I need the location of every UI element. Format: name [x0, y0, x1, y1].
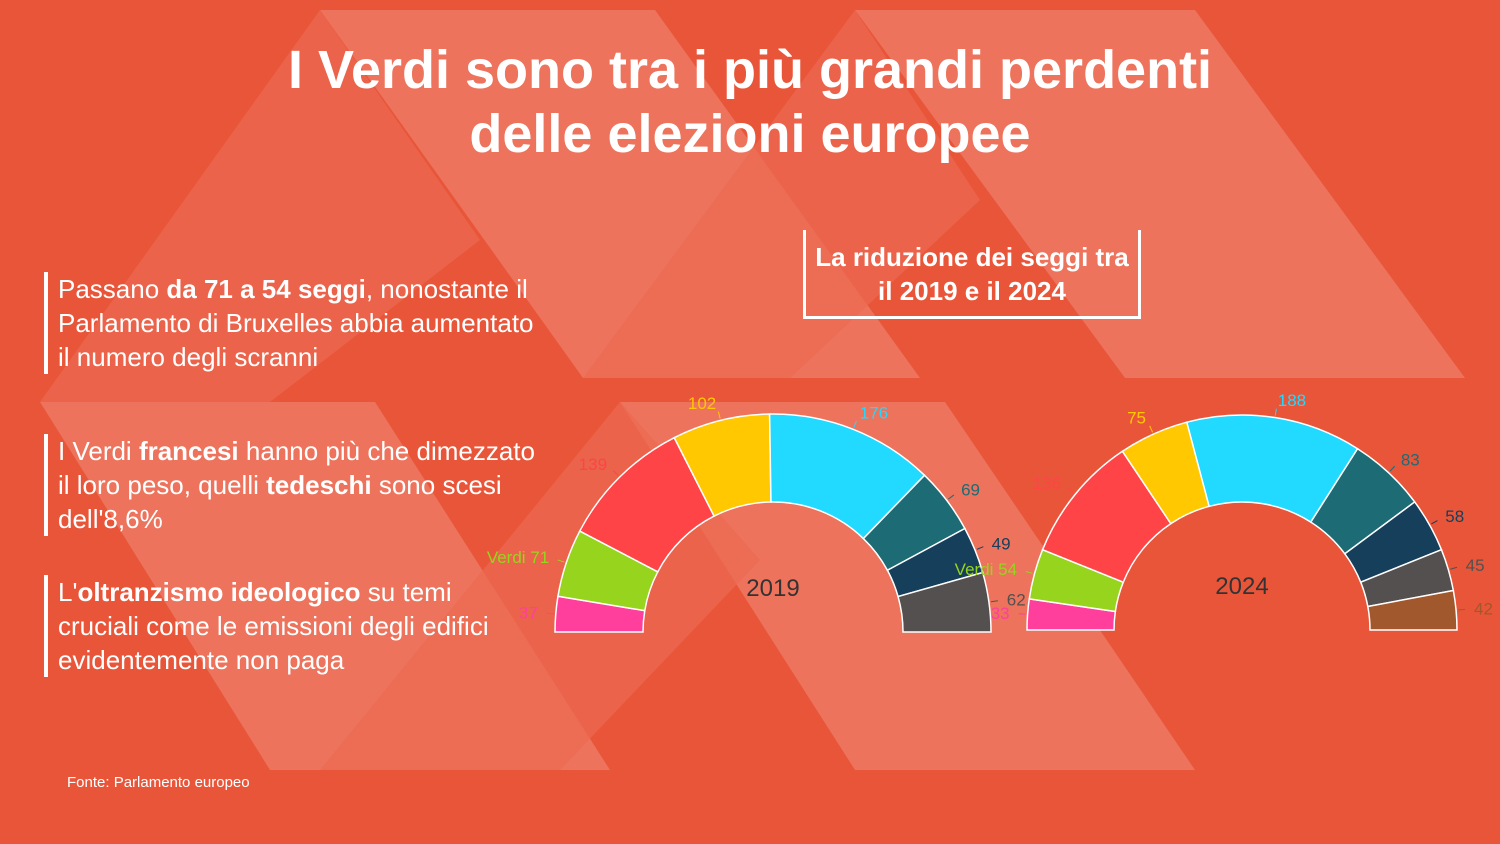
seat-label: 42 [1474, 600, 1493, 619]
seat-label: 62 [1007, 591, 1026, 610]
title-line-1: I Verdi sono tra i più grandi perdenti [287, 40, 1213, 100]
subtitle-line-2: il 2019 e il 2024 [878, 276, 1066, 306]
paragraph-ideology: L'oltranzismo ideologico su temi crucial… [44, 575, 538, 677]
seat-label: 69 [961, 480, 980, 499]
seat-label: 176 [860, 404, 888, 423]
text: hanno più che dimezzato il loro peso, qu… [58, 436, 535, 500]
text: Passano [58, 274, 167, 304]
seat-label: 37 [519, 604, 538, 623]
seat-leader [1431, 520, 1438, 525]
text: , nonostante il Parlamento di Bruxelles … [58, 274, 534, 372]
seat-label: 75 [1127, 409, 1146, 428]
seat-label: 136 [1033, 474, 1061, 493]
seat-label: 139 [579, 455, 607, 474]
bg-chevron-2 [855, 10, 1465, 378]
text-bold: oltranzismo ideologico [77, 577, 361, 607]
chart-subtitle-box: La riduzione dei seggi tra il 2019 e il … [803, 230, 1141, 319]
seat-label: 33 [991, 604, 1010, 623]
seat-segment [1366, 589, 1458, 631]
subtitle-line-1: La riduzione dei seggi tra [815, 242, 1129, 272]
parliament-chart-2019: 37 Verdi 71 139 102 176 69 49 62 2019 [487, 394, 1026, 633]
text: L' [58, 577, 78, 607]
seat-leader [546, 612, 554, 615]
seat-label: 49 [992, 534, 1011, 553]
seat-leader [717, 411, 721, 419]
seat-leader [613, 470, 619, 476]
year-label: 2019 [746, 575, 799, 602]
text-bold: francesi [138, 436, 239, 466]
seat-leader [1389, 465, 1396, 472]
paragraph-seats: Passano da 71 a 54 seggi, nonostante il … [44, 272, 538, 374]
seat-label: 188 [1278, 391, 1306, 410]
seat-label: Verdi 54 [955, 560, 1017, 579]
seat-leader [1025, 571, 1033, 574]
seat-leader [948, 494, 955, 500]
bg-chevron-left-1 [40, 10, 480, 402]
paragraph-countries: I Verdi francesi hanno più che dimezzato… [44, 434, 538, 536]
seat-leader [976, 546, 984, 550]
seat-label: 102 [688, 394, 716, 413]
seat-segment [897, 571, 992, 633]
seat-leader [1458, 608, 1466, 611]
seat-leader [1149, 425, 1154, 433]
seat-label: Verdi 71 [487, 548, 549, 567]
year-label: 2024 [1215, 573, 1268, 600]
seat-leader [1018, 613, 1026, 615]
page-title: I Verdi sono tra i più grandi perdenti d… [0, 38, 1500, 166]
text: su temi cruciali come le emissioni degli… [58, 577, 489, 675]
bg-chevron-left-2 [583, 10, 980, 378]
source-note: Fonte: Parlamento europeo [67, 774, 250, 791]
text: sono scesi dell'8,6% [58, 470, 502, 534]
seat-leader [1450, 566, 1458, 570]
seat-leader [1274, 408, 1277, 416]
seat-leader [990, 600, 998, 603]
seat-leader [1067, 488, 1074, 494]
text-bold: da 71 a 54 seggi [166, 274, 366, 304]
parliament-chart-2024: 33 Verdi 54 136 75 188 83 58 45 42 2024 [955, 391, 1493, 631]
seat-leader [557, 559, 565, 563]
seat-label: 58 [1445, 507, 1464, 526]
seat-label: 45 [1466, 556, 1485, 575]
seat-label: 83 [1401, 451, 1420, 470]
text: I Verdi [58, 436, 139, 466]
title-line-2: delle elezioni europee [469, 104, 1031, 164]
text-bold: tedeschi [266, 470, 372, 500]
seat-leader [853, 420, 857, 428]
